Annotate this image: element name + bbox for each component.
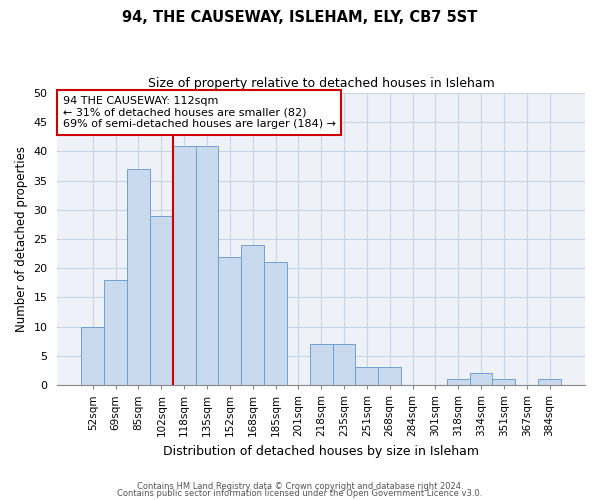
Bar — [150, 216, 173, 385]
Text: Contains public sector information licensed under the Open Government Licence v3: Contains public sector information licen… — [118, 490, 482, 498]
Bar — [173, 146, 196, 385]
Bar — [379, 368, 401, 385]
Bar — [470, 374, 493, 385]
Bar — [332, 344, 355, 385]
Bar — [82, 326, 104, 385]
X-axis label: Distribution of detached houses by size in Isleham: Distribution of detached houses by size … — [163, 444, 479, 458]
Title: Size of property relative to detached houses in Isleham: Size of property relative to detached ho… — [148, 78, 494, 90]
Bar — [196, 146, 218, 385]
Bar — [127, 169, 150, 385]
Bar — [493, 379, 515, 385]
Bar — [447, 379, 470, 385]
Bar — [264, 262, 287, 385]
Bar — [310, 344, 332, 385]
Y-axis label: Number of detached properties: Number of detached properties — [15, 146, 28, 332]
Bar — [538, 379, 561, 385]
Text: 94, THE CAUSEWAY, ISLEHAM, ELY, CB7 5ST: 94, THE CAUSEWAY, ISLEHAM, ELY, CB7 5ST — [122, 10, 478, 25]
Bar — [241, 245, 264, 385]
Text: Contains HM Land Registry data © Crown copyright and database right 2024.: Contains HM Land Registry data © Crown c… — [137, 482, 463, 491]
Bar — [355, 368, 379, 385]
Bar — [104, 280, 127, 385]
Text: 94 THE CAUSEWAY: 112sqm
← 31% of detached houses are smaller (82)
69% of semi-de: 94 THE CAUSEWAY: 112sqm ← 31% of detache… — [62, 96, 335, 129]
Bar — [218, 256, 241, 385]
